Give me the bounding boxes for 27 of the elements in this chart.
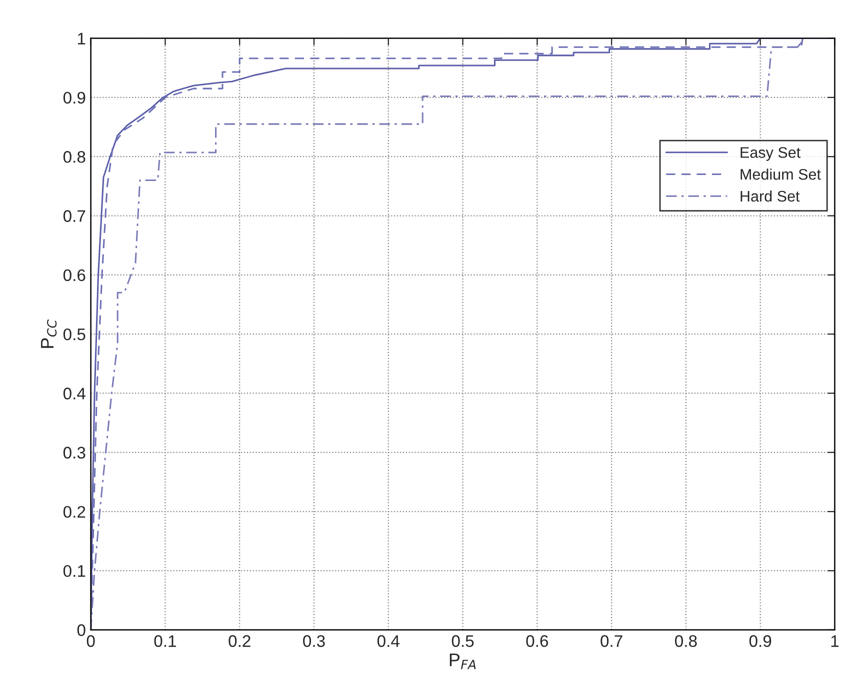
legend-label: Hard Set	[740, 190, 800, 202]
y-tick-label: 0.4	[63, 388, 86, 400]
y-tick-label: 0.1	[63, 565, 86, 577]
x-tick-label: 0.3	[303, 635, 325, 647]
x-tick-label: 0.5	[452, 635, 474, 647]
legend-label: Medium Set	[740, 168, 821, 180]
y-tick-label: 0.6	[63, 269, 86, 282]
y-tick-label: 1	[78, 32, 86, 44]
x-tick-label: 0	[86, 635, 95, 647]
x-tick-label: 0.6	[526, 635, 548, 647]
x-tick-label: 0.8	[675, 635, 697, 647]
y-axis-title: P$_{CC}$	[41, 320, 57, 348]
x-tick-label: 0.4	[377, 635, 400, 647]
x-axis-title: P$_{FA}$	[450, 654, 476, 670]
x-tick-label: 0.7	[600, 635, 622, 647]
y-tick-label: 0.2	[63, 506, 86, 518]
x-tick-label: 0.2	[228, 635, 250, 647]
x-tick-label: 1	[831, 635, 839, 647]
y-tick-label: 0.9	[63, 92, 86, 104]
y-tick-label: 0	[77, 624, 86, 636]
y-tick-label: 0.5	[63, 328, 86, 340]
y-tick-label: 0.7	[63, 210, 86, 222]
x-tick-label: 0.1	[154, 635, 176, 647]
x-tick-label: 0.9	[749, 635, 772, 647]
legend-label: Easy Set	[740, 147, 800, 161]
y-tick-label: 0.3	[63, 446, 86, 459]
y-tick-label: 0.8	[63, 151, 86, 163]
